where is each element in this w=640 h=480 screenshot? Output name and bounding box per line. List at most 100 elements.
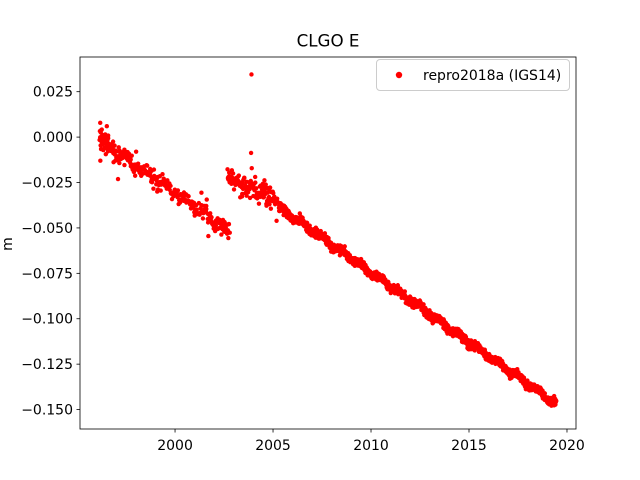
data-point — [549, 399, 554, 404]
data-point — [135, 161, 141, 166]
data-point — [465, 338, 470, 343]
data-point — [249, 165, 254, 171]
data-point — [249, 72, 254, 77]
data-point — [103, 134, 109, 139]
data-point — [368, 269, 373, 274]
data-point — [282, 206, 287, 211]
data-point — [133, 149, 139, 154]
data-point — [194, 207, 199, 212]
data-point — [384, 283, 389, 288]
x-tick-label: 2005 — [255, 438, 291, 454]
data-point — [227, 230, 232, 235]
data-point — [362, 266, 367, 271]
data-point — [128, 157, 133, 162]
axes-frame — [79, 56, 577, 430]
scatter-series-repro2018a — [97, 72, 559, 408]
data-point — [206, 233, 211, 239]
data-point — [248, 150, 254, 156]
data-point — [312, 230, 317, 236]
data-point — [219, 232, 224, 237]
data-point — [115, 176, 121, 182]
y-tick-label: −0.100 — [21, 312, 73, 328]
data-point — [186, 194, 191, 199]
data-point — [98, 158, 103, 163]
data-point — [548, 395, 554, 401]
data-point — [334, 246, 339, 251]
data-point — [253, 180, 258, 185]
data-point — [231, 187, 237, 192]
data-point — [131, 169, 137, 175]
data-point — [388, 286, 393, 291]
data-point — [122, 162, 127, 168]
data-point — [226, 235, 231, 241]
data-point — [422, 308, 427, 313]
data-point — [551, 402, 556, 408]
data-point — [530, 386, 536, 392]
data-point — [380, 275, 385, 280]
data-point — [426, 316, 432, 322]
data-point — [204, 197, 209, 202]
data-point — [443, 325, 448, 330]
data-point — [288, 216, 293, 222]
data-point — [204, 203, 209, 209]
data-point — [160, 172, 165, 177]
data-point — [393, 289, 398, 295]
data-point — [236, 173, 242, 178]
data-point — [268, 206, 274, 211]
data-point — [453, 333, 459, 338]
data-point — [455, 327, 460, 332]
legend-marker-dot — [395, 71, 403, 79]
data-point — [295, 217, 300, 223]
data-point — [226, 221, 232, 227]
data-point — [117, 160, 122, 166]
data-point — [348, 259, 353, 265]
data-point — [175, 188, 181, 193]
data-point — [168, 183, 173, 189]
data-point — [518, 374, 524, 380]
data-point — [374, 272, 379, 277]
chart-title: CLGO E — [297, 31, 360, 51]
data-point — [526, 387, 531, 392]
y-tick-label: −0.125 — [21, 357, 73, 373]
data-point — [102, 146, 107, 151]
data-point — [383, 279, 388, 284]
data-point — [262, 178, 267, 183]
data-point — [463, 333, 468, 339]
x-tick-label: 2020 — [549, 438, 585, 454]
data-point — [305, 228, 310, 234]
data-point — [253, 186, 259, 191]
data-point — [440, 319, 445, 325]
data-point — [512, 372, 518, 377]
data-point — [263, 182, 268, 187]
data-point — [348, 256, 353, 261]
data-point — [485, 357, 491, 362]
data-point — [319, 233, 325, 239]
data-point — [151, 167, 157, 172]
data-point — [267, 185, 273, 190]
data-point — [415, 304, 421, 309]
data-point — [165, 178, 170, 183]
data-point — [199, 190, 204, 195]
data-point — [256, 201, 262, 206]
data-point — [338, 245, 343, 250]
data-point — [490, 357, 496, 363]
y-axis-ticks: 0.025 0.000 −0.025 −0.050 −0.075 −0.100 −0.125… — [21, 85, 80, 419]
data-point — [200, 216, 206, 221]
legend-box — [376, 59, 570, 91]
y-tick-label: 0.025 — [33, 85, 73, 101]
data-point — [154, 175, 160, 181]
data-point — [230, 171, 236, 176]
data-point — [482, 347, 487, 352]
data-point — [132, 173, 138, 178]
data-point — [430, 314, 436, 320]
data-point — [458, 333, 464, 338]
data-point — [112, 143, 117, 148]
data-point — [496, 356, 501, 361]
data-point — [502, 365, 507, 371]
x-tick-label: 2000 — [157, 438, 193, 454]
data-point — [325, 240, 330, 245]
y-tick-label: −0.050 — [21, 221, 73, 237]
data-point — [331, 249, 337, 254]
data-point — [420, 303, 425, 308]
